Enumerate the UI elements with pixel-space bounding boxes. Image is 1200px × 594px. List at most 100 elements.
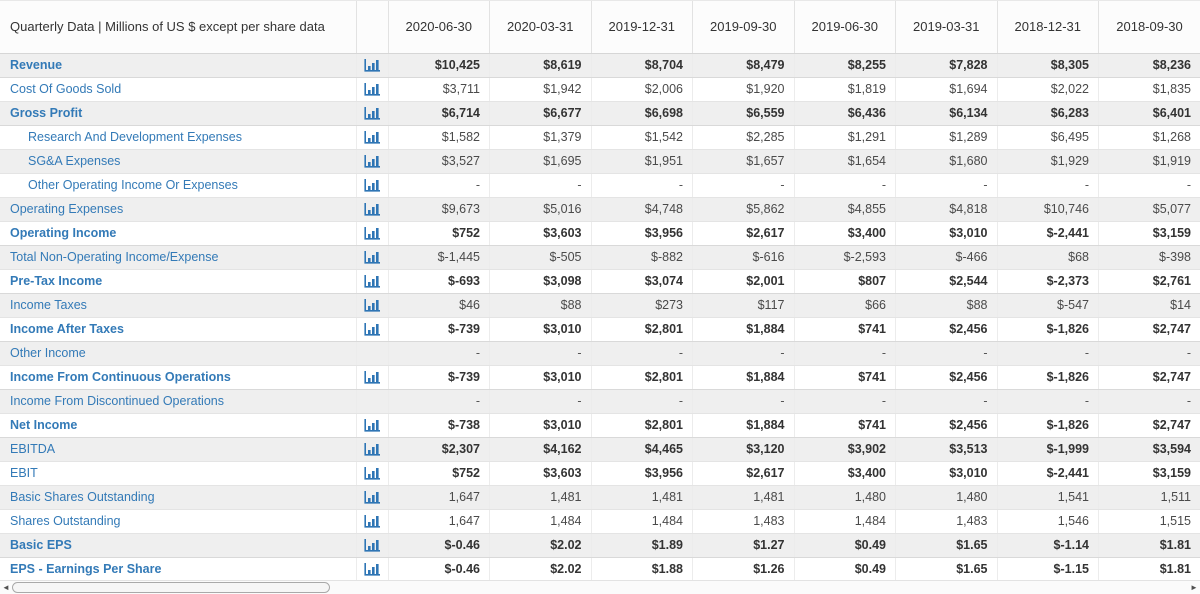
value-cell: $-1,826 [997,413,1099,438]
chart-icon-cell [356,173,389,198]
value-cell: $3,098 [489,269,592,294]
row-label-link[interactable]: EBIT [10,466,38,480]
chart-icon-cell [356,101,389,126]
value-cell: $1,379 [489,125,592,150]
horizontal-scrollbar[interactable]: ◄ ► [0,580,1200,594]
bar-chart-icon[interactable] [364,275,380,288]
value-cell: $66 [794,293,896,318]
value-cell: $8,619 [489,53,592,78]
value-cell: $6,677 [489,101,592,126]
bar-chart-icon[interactable] [364,491,380,504]
value-cell: $88 [489,293,592,318]
value-cell: $-1,999 [997,437,1099,462]
scroll-right-arrow-icon[interactable]: ► [1190,582,1198,592]
value-cell: 1,647 [388,485,490,510]
row-label-link[interactable]: Income Taxes [10,298,87,312]
row-label-link[interactable]: Income From Continuous Operations [10,370,231,384]
row-label-link[interactable]: Revenue [10,58,63,72]
row-label-link[interactable]: Operating Expenses [10,202,124,216]
value-cell: - [591,341,693,366]
value-cell: $3,513 [895,437,998,462]
value-cell: $1,884 [692,317,795,342]
chart-icon-cell [356,389,389,414]
row-label-link[interactable]: Basic Shares Outstanding [10,490,155,504]
row-label-link[interactable]: Total Non-Operating Income/Expense [10,250,219,264]
scroll-left-arrow-icon[interactable]: ◄ [2,582,10,592]
value-cell: $-0.46 [388,557,490,582]
bar-chart-icon[interactable] [364,443,380,456]
bar-chart-icon[interactable] [364,107,380,120]
row-label-link[interactable]: EBITDA [10,442,56,456]
row-label-link[interactable]: Net Income [10,418,78,432]
row-label-link[interactable]: Income After Taxes [10,322,124,336]
value-cell: - [1098,389,1200,414]
row-label-link[interactable]: Shares Outstanding [10,514,121,528]
bar-chart-icon[interactable] [364,515,380,528]
row-label-link[interactable]: Income From Discontinued Operations [10,394,224,408]
value-cell: $5,077 [1098,197,1200,222]
bar-chart-icon[interactable] [364,59,380,72]
bar-chart-icon[interactable] [364,203,380,216]
bar-chart-icon[interactable] [364,251,380,264]
value-cell: $2,006 [591,77,693,102]
table-row: Net Income $-738 $3,010 $2,801 $1,884 $741 $2,… [0,413,1200,438]
value-cell: $2,761 [1098,269,1200,294]
bar-chart-icon[interactable] [364,467,380,480]
value-cell: $1,657 [692,149,795,174]
row-label-link[interactable]: Operating Income [10,226,117,240]
value-cell: - [388,341,490,366]
row-label-cell: EBITDA [0,437,357,462]
value-cell: $2,285 [692,125,795,150]
value-cell: $741 [794,365,896,390]
table-title: Quarterly Data | Millions of US $ except… [0,1,357,54]
value-cell: 1,480 [794,485,896,510]
column-header-date: 2019-06-30 [794,1,896,54]
scrollbar-track[interactable] [12,581,1188,594]
value-cell: $8,305 [997,53,1099,78]
value-cell: $-616 [692,245,795,270]
row-label-link[interactable]: Pre-Tax Income [10,274,103,288]
bar-chart-icon[interactable] [364,371,380,384]
row-label-link[interactable]: Cost Of Goods Sold [10,82,122,96]
table-row: EBIT $752 $3,603 $3,956 $2,617 $3,400 $3,010 $-… [0,461,1200,486]
row-label-cell: Research And Development Expenses [0,125,357,150]
chart-icon-cell [356,245,389,270]
column-header-date: 2019-12-31 [591,1,693,54]
row-label-link[interactable]: Other Income [10,346,86,360]
bar-chart-icon[interactable] [364,539,380,552]
bar-chart-icon[interactable] [364,419,380,432]
bar-chart-icon[interactable] [364,83,380,96]
bar-chart-icon[interactable] [364,227,380,240]
bar-chart-icon[interactable] [364,179,380,192]
bar-chart-icon[interactable] [364,299,380,312]
row-label-link[interactable]: Other Operating Income Or Expenses [28,178,238,192]
bar-chart-icon[interactable] [364,155,380,168]
value-cell: $-547 [997,293,1099,318]
table-row: Operating Income $752 $3,603 $3,956 $2,617 $3… [0,221,1200,246]
bar-chart-icon[interactable] [364,323,380,336]
row-label-link[interactable]: SG&A Expenses [28,154,121,168]
row-label-link[interactable]: Gross Profit [10,106,83,120]
value-cell: $6,401 [1098,101,1200,126]
column-header-date: 2019-03-31 [895,1,998,54]
row-label-cell: Income From Discontinued Operations [0,389,357,414]
row-label-link[interactable]: Basic EPS [10,538,72,552]
scrollbar-thumb[interactable] [12,581,330,593]
row-label-link[interactable]: Research And Development Expenses [28,130,243,144]
row-label-cell: Operating Expenses [0,197,357,222]
value-cell: $9,673 [388,197,490,222]
value-cell: $14 [1098,293,1200,318]
value-cell: - [388,173,490,198]
value-cell: $88 [895,293,998,318]
bar-chart-icon[interactable] [364,563,380,576]
value-cell: $-739 [388,317,490,342]
bar-chart-icon[interactable] [364,131,380,144]
value-cell: $-505 [489,245,592,270]
row-label-cell: Revenue [0,53,357,78]
value-cell: $2,022 [997,77,1099,102]
chart-icon-cell [356,125,389,150]
value-cell: $1,291 [794,125,896,150]
row-label-link[interactable]: EPS - Earnings Per Share [10,562,162,576]
row-label-cell: Other Income [0,341,357,366]
